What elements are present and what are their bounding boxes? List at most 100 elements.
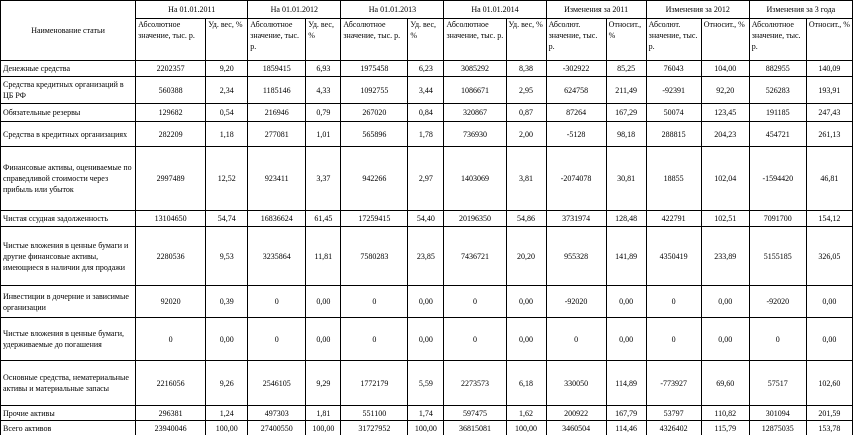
cell-value: 2546105 bbox=[247, 360, 307, 406]
cell-value: 9,29 bbox=[305, 360, 342, 406]
cell-value: 0,54 bbox=[205, 103, 249, 122]
cell-value: 565896 bbox=[340, 121, 409, 147]
cell-value: 1772179 bbox=[340, 360, 409, 406]
cell-value: 624758 bbox=[545, 76, 607, 104]
cell-value: 454721 bbox=[748, 121, 807, 147]
table-row: Обязательные резервы 129682 0,54 216946 0,79… bbox=[0, 103, 853, 122]
cell-value: 0 bbox=[340, 317, 409, 361]
cell-value: 1,01 bbox=[305, 121, 342, 147]
cell-value: 4350419 bbox=[645, 226, 702, 286]
cell-value: 3,37 bbox=[305, 146, 342, 211]
sub-header: Абсолютное значение, тыс. р. bbox=[247, 18, 307, 61]
cell-value: 0,00 bbox=[805, 285, 853, 318]
cell-value: 9,20 bbox=[205, 60, 249, 77]
cell-value: 0,00 bbox=[505, 317, 547, 361]
row-name: Обязательные резервы bbox=[0, 103, 137, 122]
cell-value: 211,49 bbox=[605, 76, 647, 104]
cell-value: 140,09 bbox=[805, 60, 853, 77]
cell-value: 141,89 bbox=[605, 226, 647, 286]
cell-value: 277081 bbox=[247, 121, 307, 147]
cell-value: 0,00 bbox=[700, 317, 750, 361]
sub-header: Абсолют. значение, тыс. р. bbox=[545, 18, 607, 61]
cell-value: 20,20 bbox=[505, 226, 547, 286]
cell-value: 247,43 bbox=[805, 103, 853, 122]
cell-value: 267020 bbox=[340, 103, 409, 122]
cell-value: 2216056 bbox=[135, 360, 207, 406]
cell-value: 0,84 bbox=[407, 103, 445, 122]
group-header: Изменения за 2012 bbox=[645, 0, 750, 19]
cell-value: 2,00 bbox=[505, 121, 547, 147]
cell-value: 46,81 bbox=[805, 146, 853, 211]
group-header: На 01.01.2014 bbox=[443, 0, 547, 19]
cell-value: 50074 bbox=[645, 103, 702, 122]
cell-value: 1086671 bbox=[443, 76, 507, 104]
cell-value: 560388 bbox=[135, 76, 207, 104]
cell-value: 1,62 bbox=[505, 405, 547, 421]
cell-value: 0 bbox=[748, 317, 807, 361]
cell-value: 0 bbox=[545, 317, 607, 361]
cell-value: 282209 bbox=[135, 121, 207, 147]
cell-value: 13104650 bbox=[135, 210, 207, 227]
cell-value: 0,39 bbox=[205, 285, 249, 318]
cell-value: 98,18 bbox=[605, 121, 647, 147]
cell-value: 3,44 bbox=[407, 76, 445, 104]
cell-value: 0,79 bbox=[305, 103, 342, 122]
cell-value: 92,20 bbox=[700, 76, 750, 104]
cell-value: 216946 bbox=[247, 103, 307, 122]
cell-value: -2074078 bbox=[545, 146, 607, 211]
cell-value: 0,87 bbox=[505, 103, 547, 122]
cell-value: 100,00 bbox=[305, 420, 342, 435]
group-header: Изменения за 2011 bbox=[545, 0, 647, 19]
cell-value: 233,89 bbox=[700, 226, 750, 286]
cell-value: 31727952 bbox=[340, 420, 409, 435]
sub-header: Абсолютное значение, тыс. р. bbox=[340, 18, 409, 61]
cell-value: 1,18 bbox=[205, 121, 249, 147]
row-name: Основные средства, нематериальные активы… bbox=[0, 360, 137, 406]
cell-value: 0 bbox=[443, 317, 507, 361]
table-row: Денежные средства 2202357 9,20 1859415 6,93 1… bbox=[0, 60, 853, 77]
cell-value: 102,60 bbox=[805, 360, 853, 406]
sub-header: Уд. вес, % bbox=[305, 18, 342, 61]
cell-value: 57517 bbox=[748, 360, 807, 406]
cell-value: 0 bbox=[443, 285, 507, 318]
cell-value: 6,23 bbox=[407, 60, 445, 77]
cell-value: 100,00 bbox=[205, 420, 249, 435]
cell-value: 30,81 bbox=[605, 146, 647, 211]
cell-value: 1092755 bbox=[340, 76, 409, 104]
cell-value: 12875035 bbox=[748, 420, 807, 435]
cell-value: 4,33 bbox=[305, 76, 342, 104]
row-name: Всего активов bbox=[0, 420, 137, 435]
row-name: Чистая ссудная задолженность bbox=[0, 210, 137, 227]
cell-value: 923411 bbox=[247, 146, 307, 211]
cell-value: -92020 bbox=[545, 285, 607, 318]
cell-value: 4326402 bbox=[645, 420, 702, 435]
cell-value: 6,18 bbox=[505, 360, 547, 406]
row-name: Средства кредитных организаций в ЦБ РФ bbox=[0, 76, 137, 104]
cell-value: 955328 bbox=[545, 226, 607, 286]
cell-value: -302922 bbox=[545, 60, 607, 77]
table-head: Наименование статьи На 01.01.2011 На 01.01… bbox=[0, 0, 853, 61]
cell-value: 102,51 bbox=[700, 210, 750, 227]
cell-value: 2,34 bbox=[205, 76, 249, 104]
cell-value: 16836624 bbox=[247, 210, 307, 227]
cell-value: 154,12 bbox=[805, 210, 853, 227]
table-row: Чистые вложения в ценные бумаги, удержив… bbox=[0, 317, 853, 361]
cell-value: 167,29 bbox=[605, 103, 647, 122]
cell-value: 1185146 bbox=[247, 76, 307, 104]
cell-value: 100,00 bbox=[407, 420, 445, 435]
cell-value: 23,85 bbox=[407, 226, 445, 286]
group-header: На 01.01.2013 bbox=[340, 0, 445, 19]
row-name: Чистые вложения в ценные бумаги, удержив… bbox=[0, 317, 137, 361]
cell-value: 320867 bbox=[443, 103, 507, 122]
group-header: Изменения за 3 года bbox=[748, 0, 853, 19]
cell-value: 18855 bbox=[645, 146, 702, 211]
cell-value: 17259415 bbox=[340, 210, 409, 227]
cell-value: 1,78 bbox=[407, 121, 445, 147]
cell-value: 191185 bbox=[748, 103, 807, 122]
table-row: Чистые вложения в ценные бумаги и другие… bbox=[0, 226, 853, 286]
cell-value: 20196350 bbox=[443, 210, 507, 227]
cell-value: 7580283 bbox=[340, 226, 409, 286]
cell-value: 27400550 bbox=[247, 420, 307, 435]
